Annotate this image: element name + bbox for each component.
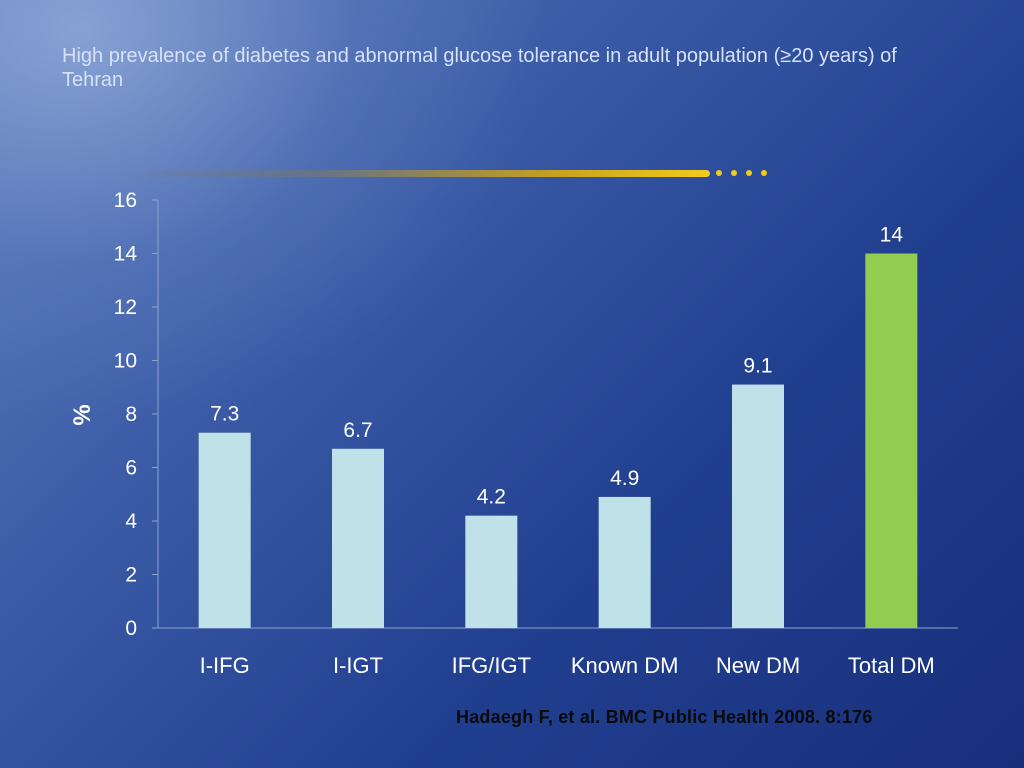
- y-tick-label: 14: [114, 243, 138, 266]
- data-label: 9.1: [743, 355, 772, 378]
- bar: [598, 496, 651, 628]
- data-labels: 7.3 6.7 4.2 4.9 9.1 14: [210, 224, 903, 509]
- data-label: 6.7: [343, 419, 372, 442]
- x-category-label: Known DM: [571, 653, 679, 678]
- y-tick-label: 4: [125, 510, 137, 533]
- chart-bars: [198, 253, 918, 628]
- data-label: 4.2: [477, 486, 506, 509]
- y-tick-label: 0: [125, 617, 137, 640]
- x-category-label: I-IFG: [200, 653, 250, 678]
- citation-source: Hadaegh F, et al. BMC Public Health 2008…: [456, 707, 873, 727]
- dot: [731, 170, 737, 176]
- x-axis-categories: I-IFG I-IGT IFG/IGT Known DM New DM Total DM: [200, 653, 935, 678]
- bar: [198, 432, 251, 628]
- x-category-label: Total DM: [848, 653, 935, 678]
- chart-axes: [157, 200, 958, 629]
- dot: [716, 170, 722, 176]
- y-tick-label: 16: [114, 189, 137, 212]
- y-tick-label: 8: [125, 403, 137, 426]
- x-category-label: IFG/IGT: [452, 653, 531, 678]
- bar: [465, 515, 518, 628]
- y-tick-label: 6: [125, 457, 137, 480]
- y-tick-label: 10: [114, 350, 137, 373]
- slide-title: High prevalence of diabetes and abnormal…: [62, 45, 897, 91]
- bar: [865, 253, 918, 628]
- y-axis-ticks: 0 2 4 6 8 10 12 14 16: [114, 189, 158, 640]
- y-tick-label: 12: [114, 296, 137, 319]
- data-label: 14: [880, 224, 904, 247]
- decorative-dots: [716, 170, 767, 176]
- bar: [332, 448, 384, 628]
- data-label: 7.3: [210, 403, 239, 426]
- data-label: 4.9: [610, 467, 639, 490]
- x-category-label: I-IGT: [333, 653, 383, 678]
- bar: [732, 384, 784, 628]
- dot: [746, 170, 752, 176]
- x-category-label: New DM: [716, 653, 800, 678]
- decorative-divider-line: [110, 170, 710, 177]
- dot: [761, 170, 767, 176]
- y-tick-label: 2: [125, 564, 137, 587]
